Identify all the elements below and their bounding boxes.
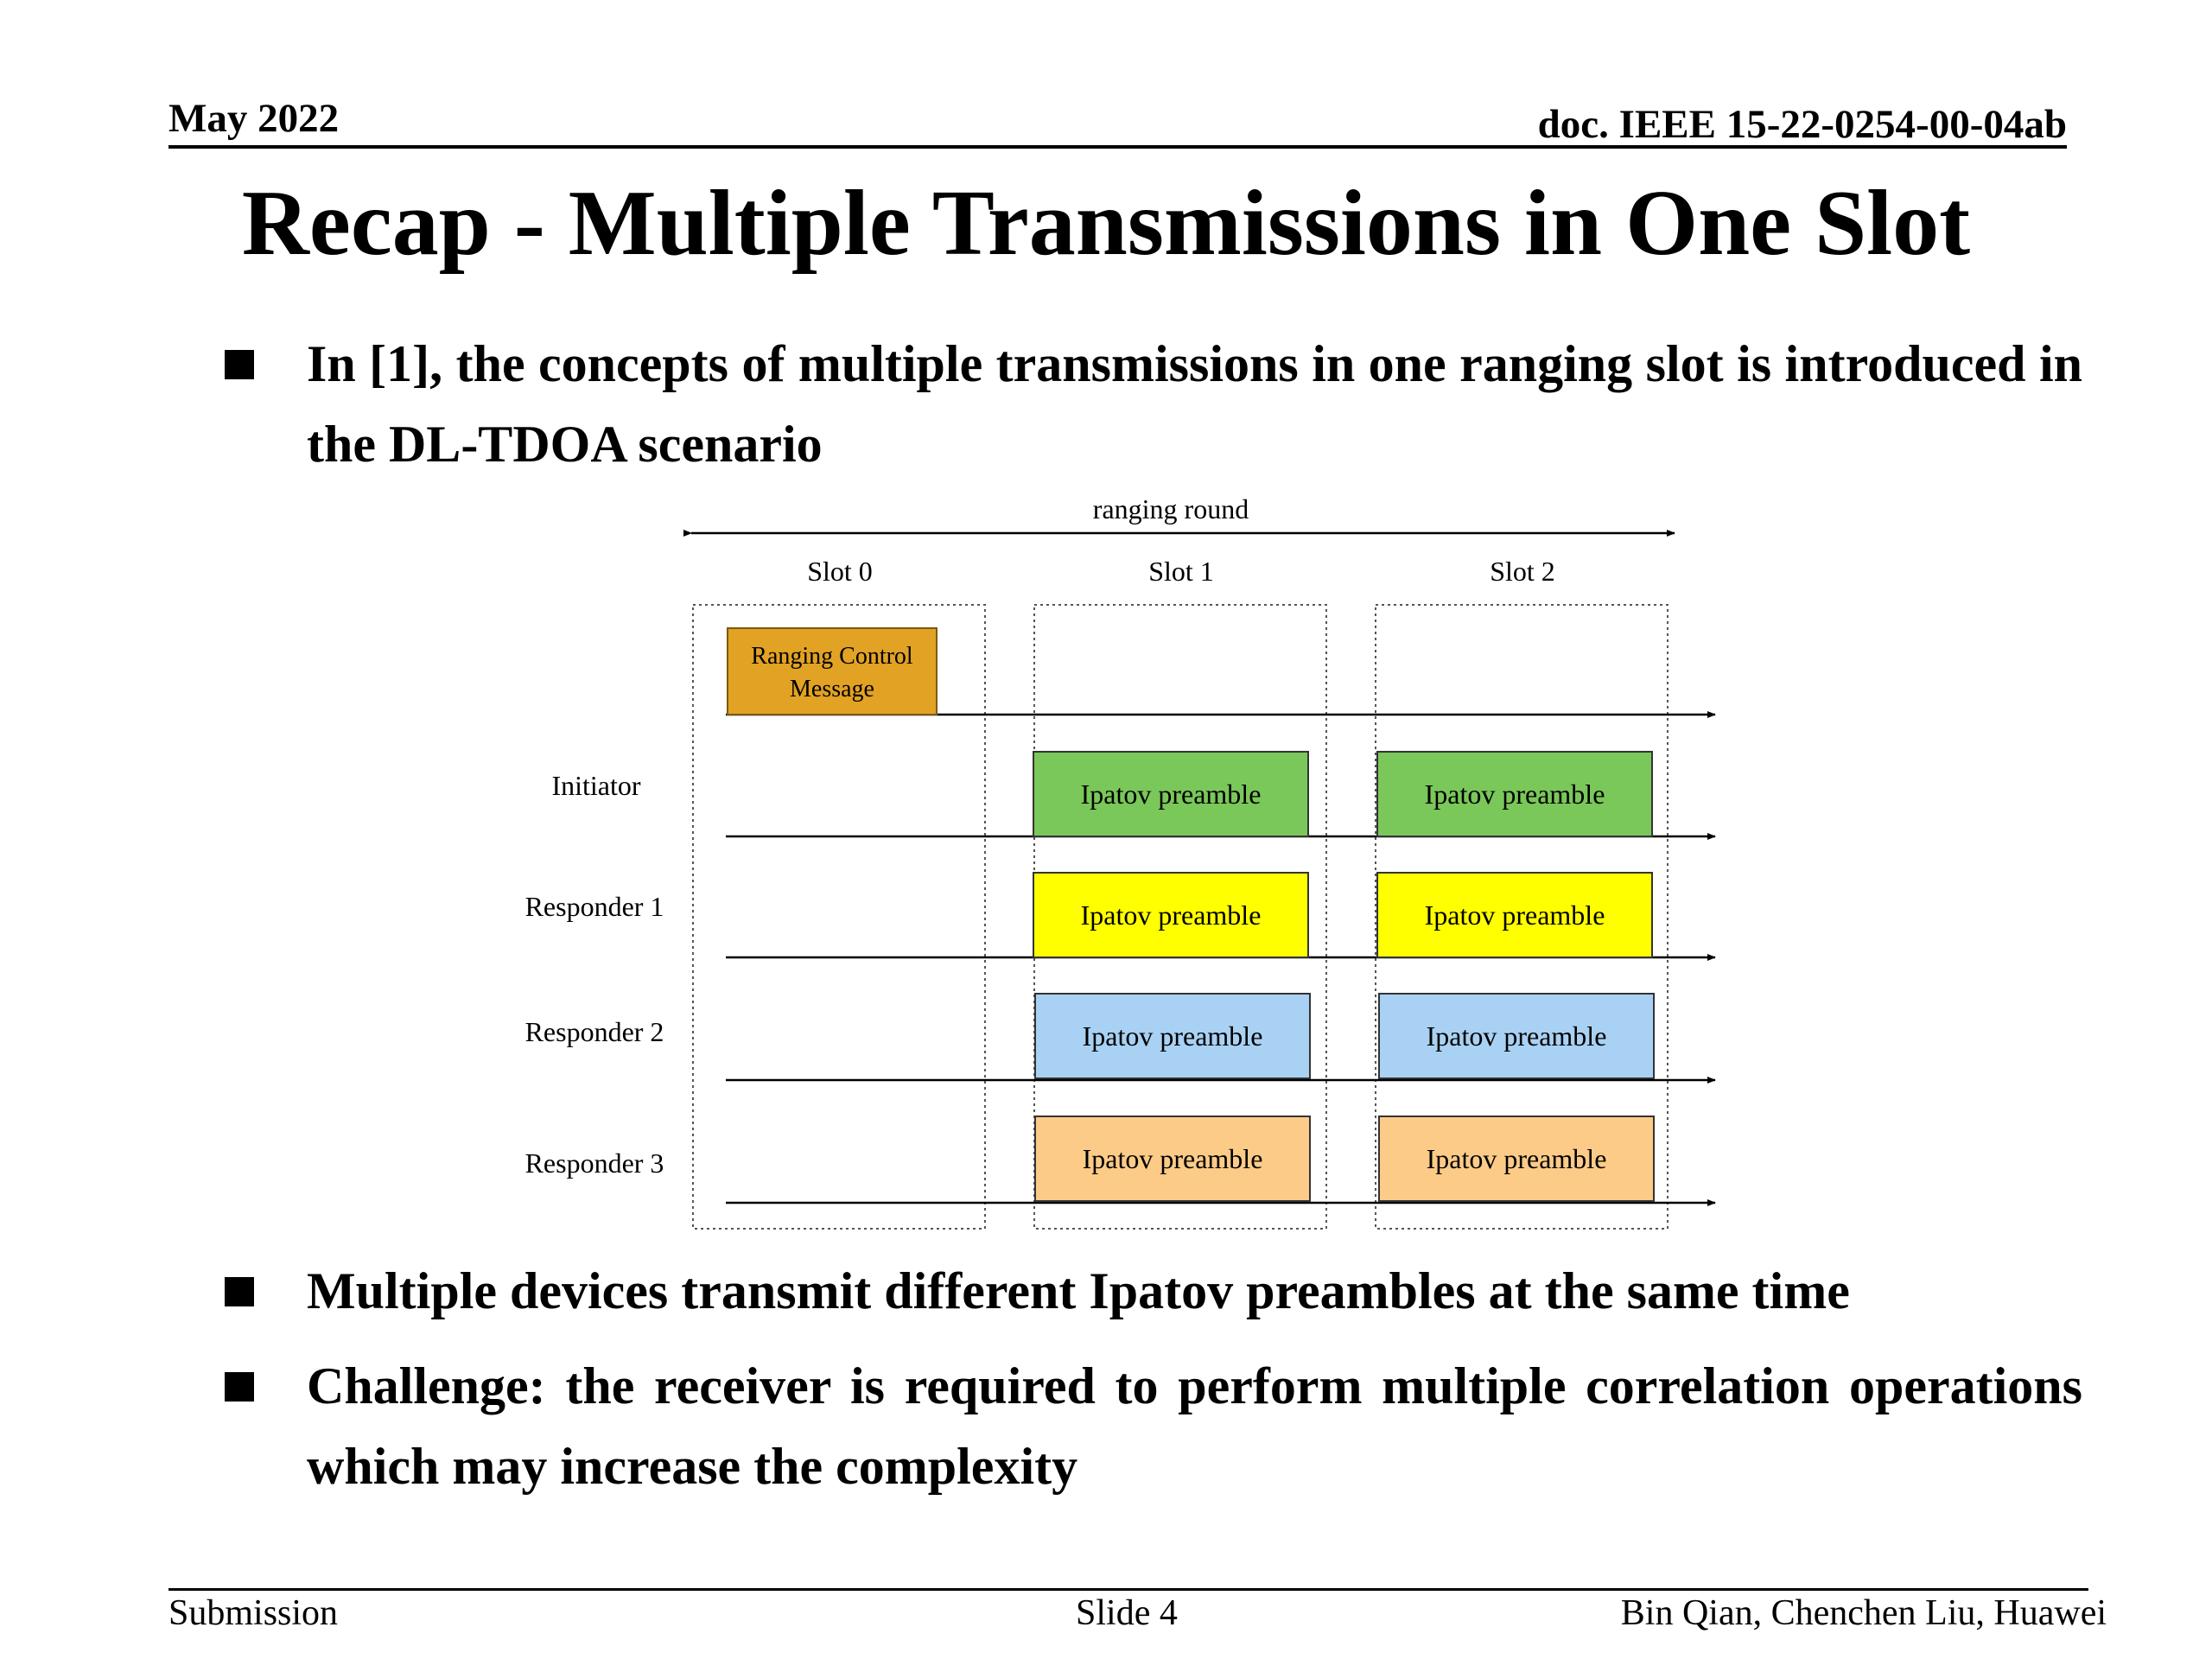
preamble-block-row0-slot2 — [1376, 751, 1653, 837]
preamble-block-label: Ipatov preamble — [1425, 779, 1605, 810]
preamble-block-label: Ipatov preamble — [1081, 899, 1262, 931]
preamble-block-row3-slot1 — [1034, 1116, 1311, 1202]
preamble-block-label: Ipatov preamble — [1081, 779, 1262, 810]
bullet-text-2: Multiple devices transmit different Ipat… — [307, 1262, 1850, 1319]
preamble-block-row3-slot2 — [1378, 1116, 1655, 1202]
row-label-3: Responder 3 — [525, 1147, 664, 1179]
ranging-round-label: ranging round — [1093, 493, 1249, 524]
row-label-0: Initiator — [551, 770, 640, 801]
header-divider — [168, 145, 2067, 149]
preamble-block-row2-slot1 — [1034, 993, 1311, 1079]
slot-label-2: Slot 2 — [1490, 556, 1555, 587]
header-date: May 2022 — [168, 96, 340, 141]
preamble-block-label: Ipatov preamble — [1427, 1143, 1607, 1174]
preamble-block-label: Ipatov preamble — [1083, 1020, 1263, 1052]
preamble-block-row1-slot2 — [1376, 872, 1653, 958]
slot-boundary-2 — [1375, 604, 1669, 1230]
bullet-text-1: In [1], the concepts of multiple transmi… — [307, 335, 2082, 473]
ranging-control-message-block — [727, 627, 938, 715]
footer-authors: Bin Qian, Chenchen Liu, Huawei — [1620, 1593, 2107, 1633]
ranging-control-message-text: Ranging Control — [751, 643, 913, 670]
bullet-text-3: Challenge: the receiver is required to p… — [307, 1357, 2082, 1495]
slide-title: Recap - Multiple Transmissions in One Sl… — [241, 172, 1971, 275]
preamble-block-label: Ipatov preamble — [1425, 899, 1605, 931]
row-label-1: Responder 1 — [525, 891, 664, 922]
footer-slide-number: Slide 4 — [1076, 1593, 1178, 1633]
row-label-2: Responder 2 — [525, 1016, 664, 1047]
square-bullet-icon — [225, 350, 254, 379]
header-doc-id: doc. IEEE 15-22-0254-00-04ab — [1537, 102, 2067, 147]
ranging-control-message-text: Message — [790, 676, 874, 702]
preamble-block-label: Ipatov preamble — [1083, 1143, 1263, 1174]
slot-label-0: Slot 0 — [807, 556, 873, 587]
footer-submission: Submission — [168, 1593, 339, 1633]
square-bullet-icon — [225, 1372, 254, 1402]
preamble-block-label: Ipatov preamble — [1427, 1020, 1607, 1052]
preamble-block-row2-slot2 — [1378, 993, 1655, 1079]
preamble-block-row0-slot1 — [1033, 751, 1309, 837]
square-bullet-icon — [225, 1277, 254, 1306]
footer-divider — [168, 1588, 2088, 1591]
slot-label-1: Slot 1 — [1148, 556, 1214, 587]
preamble-block-row1-slot1 — [1033, 872, 1309, 958]
slot-boundary-0 — [692, 604, 986, 1230]
